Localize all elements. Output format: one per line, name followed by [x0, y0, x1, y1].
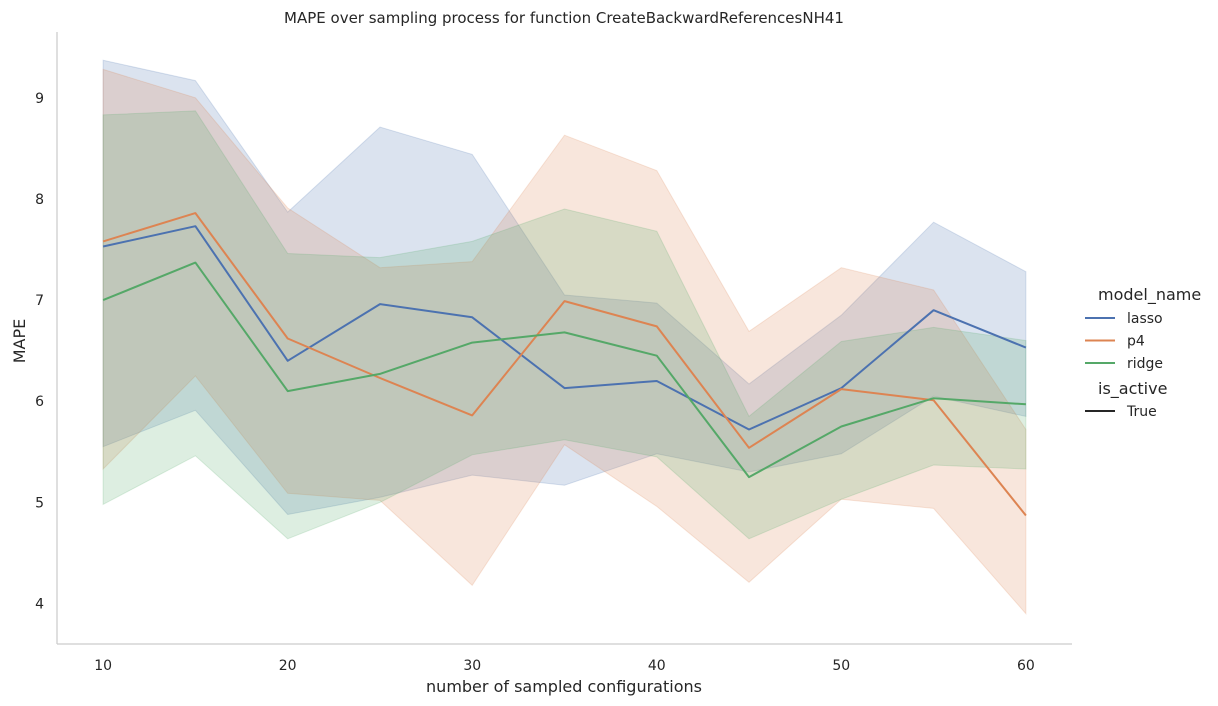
- series-line-p4: [102, 212, 1027, 517]
- x-axis-label: number of sampled configurations: [426, 677, 702, 696]
- ci-band-p4: [102, 68, 1027, 616]
- x-tick-label: 10: [94, 658, 112, 674]
- series-lines: [102, 212, 1027, 517]
- chart-title: MAPE over sampling process for function …: [284, 9, 844, 27]
- series-line-ridge: [102, 261, 1026, 479]
- confidence-bands: [102, 59, 1027, 616]
- y-tick-label: 8: [35, 192, 44, 208]
- legend: model_name lasso p4 ridge is_active True: [1085, 285, 1201, 420]
- x-tick-label: 40: [648, 658, 666, 674]
- legend-style-title: is_active: [1098, 379, 1167, 399]
- x-tick-label: 50: [832, 658, 850, 674]
- y-tick-label: 5: [35, 495, 44, 511]
- ci-band-ridge: [102, 110, 1027, 540]
- legend-hue-title: model_name: [1098, 285, 1201, 305]
- series-line-lasso: [102, 225, 1027, 431]
- y-tick-label: 7: [35, 293, 44, 309]
- y-tick-label: 9: [35, 91, 44, 107]
- y-tick-label: 6: [35, 394, 44, 410]
- y-tick-label: 4: [35, 597, 44, 613]
- y-tick-labels: 4 5 6 7 8 9: [35, 91, 44, 613]
- legend-label-p4: p4: [1127, 334, 1145, 350]
- x-tick-labels: 10 20 30 40 50 60: [94, 658, 1035, 674]
- ci-band-lasso: [102, 59, 1027, 516]
- y-axis-label: MAPE: [10, 319, 29, 364]
- legend-style-label: True: [1126, 404, 1157, 420]
- x-tick-label: 60: [1017, 658, 1035, 674]
- legend-label-lasso: lasso: [1127, 311, 1163, 327]
- legend-items: lasso p4 ridge: [1085, 311, 1163, 372]
- x-tick-label: 20: [279, 658, 297, 674]
- x-tick-label: 30: [463, 658, 481, 674]
- legend-label-ridge: ridge: [1127, 356, 1163, 372]
